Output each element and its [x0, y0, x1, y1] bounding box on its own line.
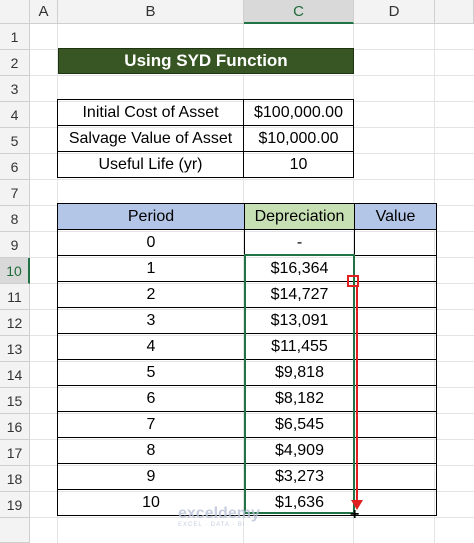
depreciation-cell[interactable]: $1,636 — [244, 489, 355, 516]
value-cell[interactable] — [354, 333, 437, 360]
period-cell[interactable]: 5 — [57, 359, 245, 386]
value-header[interactable]: Value — [354, 203, 437, 230]
value-cell[interactable] — [354, 463, 437, 490]
row-header[interactable]: 18 — [0, 466, 30, 492]
depreciation-cell[interactable]: - — [244, 229, 355, 256]
period-cell[interactable]: 2 — [57, 281, 245, 308]
table-row: Salvage Value of Asset $10,000.00 — [57, 125, 354, 152]
value-cell[interactable] — [354, 255, 437, 282]
depreciation-cell[interactable]: $13,091 — [244, 307, 355, 334]
row-header[interactable]: 19 — [0, 492, 30, 518]
drag-arrow-line — [356, 287, 358, 501]
column-header-e[interactable] — [435, 0, 474, 24]
period-cell[interactable]: 6 — [57, 385, 245, 412]
row-header[interactable]: 17 — [0, 440, 30, 466]
value-cell[interactable] — [354, 359, 437, 386]
row-header[interactable]: 1 — [0, 24, 30, 50]
period-cell[interactable]: 0 — [57, 229, 245, 256]
row-header[interactable]: 8 — [0, 206, 30, 232]
column-header-d[interactable]: D — [354, 0, 435, 24]
depreciation-table: Period Depreciation Value 0- 1 $16,364 2 $… — [57, 203, 437, 516]
table-row: 4 $11,455 — [57, 333, 437, 360]
depreciation-cell[interactable]: $4,909 — [244, 437, 355, 464]
period-cell[interactable]: 10 — [57, 489, 245, 516]
watermark-text: exceldemy EXCEL · DATA · BI — [178, 505, 260, 529]
row-header[interactable]: 15 — [0, 388, 30, 414]
info-label-cell[interactable]: Useful Life (yr) — [57, 151, 244, 178]
fill-handle-highlight[interactable] — [347, 275, 359, 287]
row-header[interactable]: 7 — [0, 180, 30, 206]
depreciation-cell[interactable]: $14,727 — [244, 281, 355, 308]
row-header[interactable]: 5 — [0, 128, 30, 154]
table-header-row: Period Depreciation Value — [57, 203, 437, 230]
table-row: 0- — [57, 229, 437, 256]
value-cell[interactable] — [354, 281, 437, 308]
info-label-cell[interactable]: Salvage Value of Asset — [57, 125, 244, 152]
row-header[interactable]: 6 — [0, 154, 30, 180]
depreciation-cell[interactable]: $6,545 — [244, 411, 355, 438]
watermark-sub: EXCEL · DATA · BI — [178, 522, 246, 528]
value-cell[interactable] — [354, 437, 437, 464]
period-cell[interactable]: 7 — [57, 411, 245, 438]
info-value-cell[interactable]: $100,000.00 — [243, 99, 354, 126]
depreciation-cell[interactable]: $11,455 — [244, 333, 355, 360]
value-cell[interactable] — [354, 385, 437, 412]
row-header[interactable]: 10 — [0, 258, 30, 284]
info-label-cell[interactable]: Initial Cost of Asset — [57, 99, 244, 126]
drag-arrow-head — [351, 500, 363, 510]
table-row: 6 $8,182 — [57, 385, 437, 412]
row-header[interactable]: 2 — [0, 50, 30, 76]
table-row: Initial Cost of Asset $100,000.00 — [57, 99, 354, 126]
table-row: 5 $9,818 — [57, 359, 437, 386]
row-header[interactable]: 12 — [0, 310, 30, 336]
table-row: 3 $13,091 — [57, 307, 437, 334]
depreciation-header[interactable]: Depreciation — [244, 203, 355, 230]
depreciation-cell[interactable]: $8,182 — [244, 385, 355, 412]
watermark-main: exceldemy — [178, 505, 260, 522]
period-cell[interactable]: 8 — [57, 437, 245, 464]
row-header[interactable]: 11 — [0, 284, 30, 310]
depreciation-cell[interactable]: $9,818 — [244, 359, 355, 386]
row-header[interactable]: 16 — [0, 414, 30, 440]
row-header[interactable]: 4 — [0, 102, 30, 128]
value-cell[interactable] — [354, 489, 437, 516]
value-cell[interactable] — [354, 411, 437, 438]
period-header[interactable]: Period — [57, 203, 245, 230]
period-cell[interactable]: 4 — [57, 333, 245, 360]
info-value-cell[interactable]: $10,000.00 — [243, 125, 354, 152]
asset-info-table: Initial Cost of Asset $100,000.00 Salvag… — [57, 99, 354, 178]
row-header[interactable]: 14 — [0, 362, 30, 388]
period-cell[interactable]: 1 — [57, 255, 245, 282]
crosshair-cursor-icon: + — [350, 506, 360, 523]
table-row: Useful Life (yr) 10 — [57, 151, 354, 178]
depreciation-cell[interactable]: $3,273 — [244, 463, 355, 490]
table-row: 9 $3,273 — [57, 463, 437, 490]
value-cell[interactable] — [354, 307, 437, 334]
table-row: 1 $16,364 — [57, 255, 437, 282]
row-header[interactable]: 9 — [0, 232, 30, 258]
gridline — [30, 179, 474, 180]
column-header-b[interactable]: B — [58, 0, 244, 24]
depreciation-cell[interactable]: $16,364 — [244, 255, 355, 282]
table-row: 7 $6,545 — [57, 411, 437, 438]
select-all-corner[interactable] — [0, 0, 30, 24]
row-header[interactable]: 3 — [0, 76, 30, 102]
table-row: 10 $1,636 — [57, 489, 437, 516]
column-header-c[interactable]: C — [244, 0, 354, 24]
table-row: 8 $4,909 — [57, 437, 437, 464]
period-cell[interactable]: 3 — [57, 307, 245, 334]
gridline — [30, 517, 474, 518]
value-cell[interactable] — [354, 229, 437, 256]
row-header[interactable] — [0, 518, 30, 543]
watermark: exceldemy EXCEL · DATA · BI — [178, 505, 260, 529]
column-header-a[interactable]: A — [30, 0, 58, 24]
gridline — [30, 75, 474, 76]
table-row: 2 $14,727 — [57, 281, 437, 308]
column-headers: A B C D — [30, 0, 474, 24]
sheet-title[interactable]: Using SYD Function — [58, 48, 354, 74]
row-header[interactable]: 13 — [0, 336, 30, 362]
period-cell[interactable]: 9 — [57, 463, 245, 490]
info-value-cell[interactable]: 10 — [243, 151, 354, 178]
